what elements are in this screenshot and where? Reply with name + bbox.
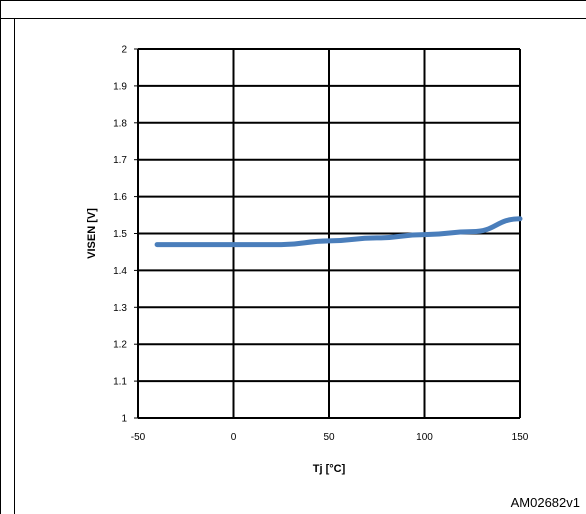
y-tick-label: 1.6: [113, 192, 127, 203]
x-tick-labels: -50 0 50 100 150: [131, 432, 529, 443]
y-tick-label: 1.1: [113, 377, 127, 388]
y-tick-label: 1.5: [113, 229, 127, 240]
grid-horizontal: [134, 48, 520, 419]
x-tick-label: 0: [231, 432, 237, 443]
y-tick-label: 1.4: [113, 266, 127, 277]
y-tick-label: 1.8: [113, 118, 127, 129]
y-tick-label: 1.7: [113, 155, 127, 166]
x-tick-label: 150: [512, 432, 529, 443]
y-tick-label: 1.3: [113, 303, 127, 314]
x-tick-label: -50: [131, 432, 146, 443]
plot-area: -50 0 50 100 150 1 1.1 1.2 1.3 1.4 1.5 1.6 1.7 1.8 1.…: [86, 45, 529, 476]
y-tick-labels: 1 1.1 1.2 1.3 1.4 1.5 1.6 1.7 1.8 1.9 2: [113, 45, 127, 425]
y-axis-label: VISEN [V]: [86, 208, 98, 259]
figure-id: AM02682v1: [510, 495, 580, 510]
y-tick-label: 1.9: [113, 81, 127, 92]
x-tick-label: 50: [323, 432, 335, 443]
y-tick-label: 1.2: [113, 340, 127, 351]
x-tick-label: 100: [416, 432, 433, 443]
y-tick-label: 1: [121, 414, 127, 425]
series-line: [154, 216, 523, 248]
y-tick-label: 2: [121, 45, 127, 56]
x-axis-label: Tj [°C]: [313, 463, 346, 475]
